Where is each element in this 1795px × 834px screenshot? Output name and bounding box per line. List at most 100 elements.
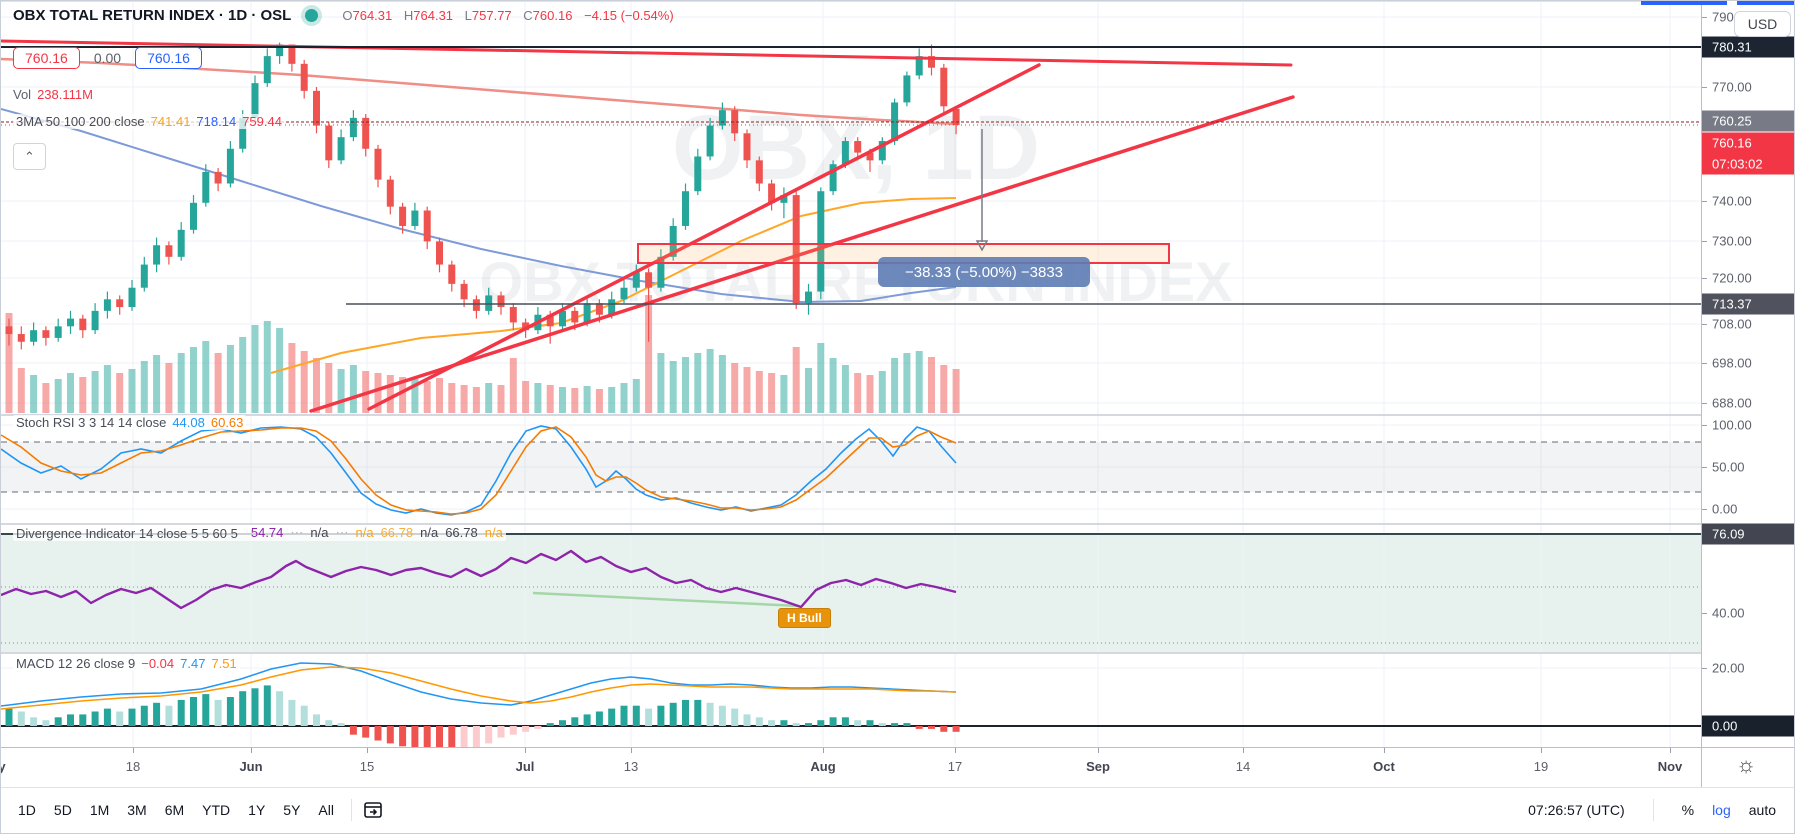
price-tick-label: 50.00: [1712, 459, 1745, 475]
divergence-legend-value: 54.74: [250, 525, 284, 540]
macd-histogram-bar: [386, 726, 394, 744]
volume-bar: [792, 347, 800, 413]
ask-box[interactable]: 760.16: [135, 47, 202, 69]
trendline[interactable]: [309, 95, 1295, 413]
symbol-title[interactable]: OBX TOTAL RETURN INDEX · 1D · OSL: [13, 7, 292, 24]
range-button-ytd[interactable]: YTD: [202, 802, 231, 818]
price-tick: [1702, 363, 1707, 364]
divergence-label[interactable]: Divergence Indicator 14 close 5 5 60 5: [16, 525, 238, 541]
candle-body: [878, 141, 886, 161]
macd-histogram-bar: [177, 699, 185, 726]
range-button-3m[interactable]: 3M: [127, 802, 147, 818]
price-tick-label: 720.00: [1712, 270, 1752, 286]
sun-icon[interactable]: ☼: [1736, 752, 1757, 777]
volume-bar: [497, 385, 505, 413]
macd-label[interactable]: MACD 12 26 close 9: [16, 656, 136, 671]
currency-button[interactable]: USD: [1734, 11, 1791, 37]
candle-body: [140, 264, 148, 288]
stoch-d-value: 60.63: [210, 415, 244, 430]
price-tick-label: 0.00: [1712, 501, 1738, 517]
trendline[interactable]: [1, 39, 1293, 67]
volume-bar: [706, 349, 714, 413]
volume-bar: [755, 371, 763, 413]
stoch-d-line: [1, 426, 957, 515]
macd-histogram-bar: [780, 720, 788, 726]
price-tick: [1702, 425, 1707, 426]
range-button-1d[interactable]: 1D: [18, 802, 36, 818]
candle-body: [780, 195, 788, 203]
macd-legend: MACD 12 26 close 9 −0.04 7.47 7.51: [13, 656, 240, 671]
macd-histogram-bar: [54, 717, 62, 726]
candle-body: [669, 225, 677, 257]
candle-body: [485, 295, 493, 311]
volume-bar: [42, 383, 50, 413]
log-scale-button[interactable]: log: [1712, 802, 1731, 818]
stoch-label[interactable]: Stoch RSI 3 3 14 14 close: [16, 415, 167, 430]
macd-histogram-bar: [423, 726, 431, 747]
candle-body: [460, 283, 468, 300]
macd-histogram-bar: [239, 691, 247, 726]
macd-histogram-bar: [731, 708, 739, 726]
macd-histogram-bar: [645, 708, 653, 726]
time-tick: [525, 748, 526, 753]
volume-bar: [866, 375, 874, 413]
macd-histogram-bar: [669, 702, 677, 726]
bid-box[interactable]: 760.16: [13, 47, 80, 69]
volume-bar: [632, 379, 640, 413]
candle-body: [706, 125, 714, 157]
time-axis-label: 19: [1533, 759, 1549, 774]
macd-histogram-bar: [30, 717, 38, 726]
range-button-5d[interactable]: 5D: [53, 802, 72, 818]
candle-body: [325, 125, 333, 161]
volume-bar: [915, 351, 923, 413]
volume-bar: [239, 337, 247, 413]
volume-bar: [5, 313, 13, 413]
candle-body: [595, 303, 603, 315]
ohlc-row: O764.31 H764.31 L757.77 C760.16 −4.15 (−…: [334, 8, 673, 23]
macd-histogram-bar: [460, 726, 468, 747]
volume-bar: [559, 387, 566, 413]
candle-body: [153, 245, 161, 265]
macd-histogram-bar: [952, 726, 960, 732]
auto-scale-button[interactable]: auto: [1748, 802, 1776, 818]
candle-body: [497, 295, 505, 308]
candle-body: [472, 299, 480, 311]
macd-histogram-bar: [153, 702, 161, 726]
divergence-legend-value: n/a: [420, 525, 439, 540]
utc-clock[interactable]: 07:26:57 (UTC): [1528, 802, 1625, 818]
volume-bar: [251, 325, 259, 413]
macd-histogram-bar: [337, 723, 345, 726]
time-axis[interactable]: ☼ May 18 Jun 15 Jul 13 Aug 17 Sep 14 Oct 19 Nov: [1, 747, 1794, 788]
time-axis-label: 13: [623, 759, 639, 774]
candle-body: [5, 326, 13, 335]
time-axis-label: Jul: [515, 759, 535, 774]
price-tick-label: 770.00: [1712, 79, 1752, 95]
price-tick: [1702, 509, 1707, 510]
candle-body: [288, 44, 296, 64]
price-axis[interactable]: USD 790.00 770.00 740.00 730.00 720.00 708.00…: [1701, 1, 1794, 787]
range-button-5y[interactable]: 5Y: [283, 802, 301, 818]
macd-signal-line: [1, 666, 957, 710]
macd-histogram-bar: [743, 714, 751, 726]
percent-scale-button[interactable]: %: [1681, 802, 1695, 818]
range-button-all[interactable]: All: [318, 802, 334, 818]
market-status-icon[interactable]: [305, 9, 319, 22]
time-axis-label: Nov: [1657, 759, 1683, 774]
macd-histogram-bar: [349, 726, 357, 735]
candle-body: [399, 206, 407, 226]
collapse-indicators-button[interactable]: ⌃: [13, 143, 46, 170]
range-button-1y[interactable]: 1Y: [248, 802, 266, 818]
candle-body: [792, 195, 800, 304]
macd-histogram-bar: [79, 714, 87, 726]
range-button-1m[interactable]: 1M: [89, 802, 110, 818]
price-tick: [1702, 324, 1707, 325]
range-button-6m[interactable]: 6M: [164, 802, 185, 818]
volume-bar: [608, 387, 616, 413]
time-axis-label: 17: [947, 759, 963, 774]
go-to-date-icon[interactable]: [362, 799, 384, 821]
time-tick: [631, 748, 632, 753]
price-tick: [1702, 201, 1707, 202]
macd-histogram-bar: [362, 726, 370, 738]
macd-histogram-bar: [374, 726, 382, 741]
